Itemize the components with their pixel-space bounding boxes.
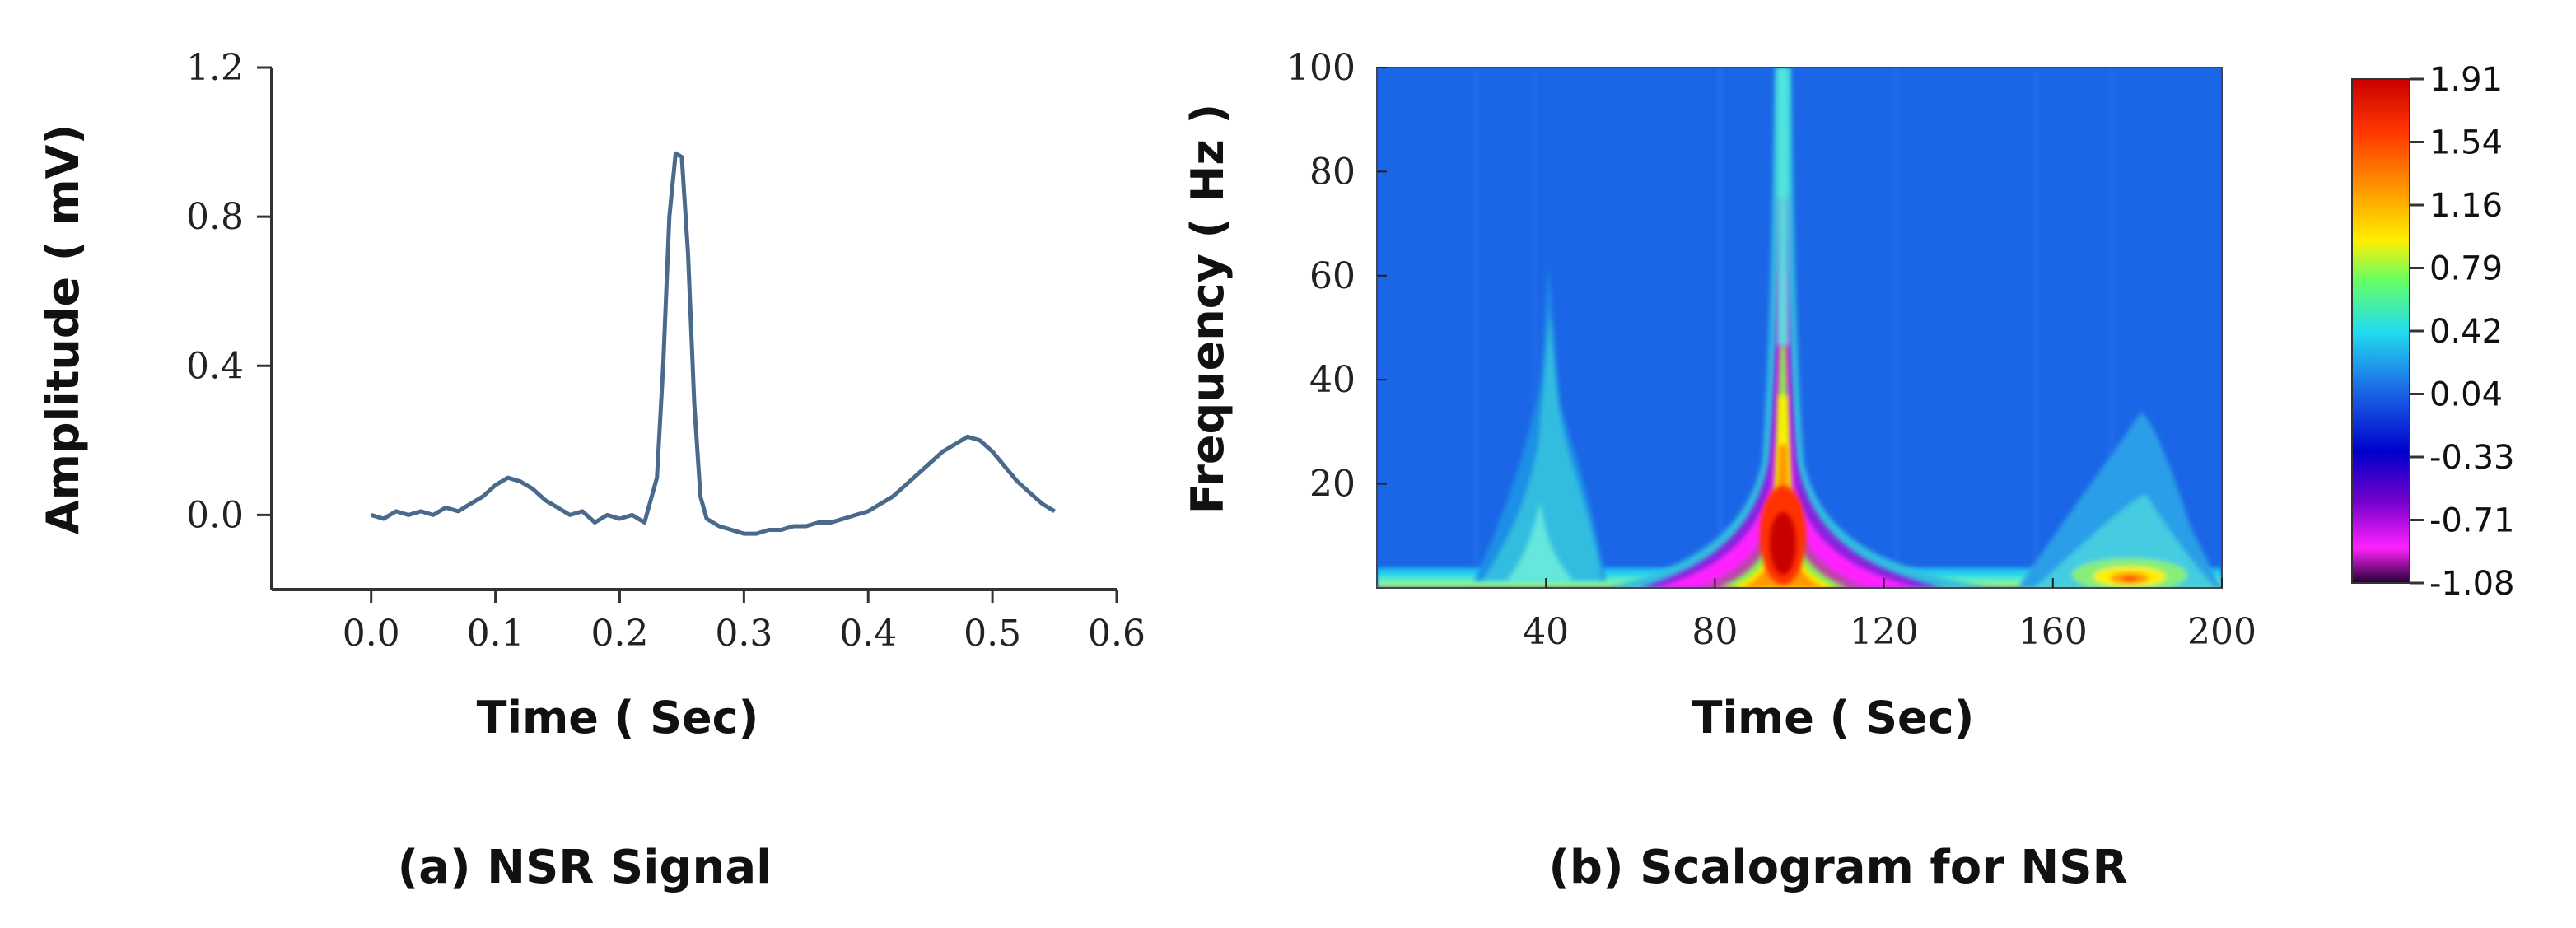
scalogram-ticks: 40 80 120 160 200 20 40 60 80 100 xyxy=(1286,47,2256,653)
scalogram-y-axis-title: Frequency ( Hz ) xyxy=(1182,104,1234,514)
scalogram-left-plume xyxy=(1474,265,1606,581)
colorbar-ticks: 1.91 1.54 1.16 0.79 0.42 0.04 -0.33 -0.71 -1.08 xyxy=(2410,61,2515,603)
nsr-x-tick-label: 0.4 xyxy=(839,613,897,655)
colorbar-tick-label: 0.79 xyxy=(2429,250,2503,288)
nsr-signal-line xyxy=(370,151,1056,536)
nsr-x-tick-label: 0.1 xyxy=(467,613,525,655)
scalogram-y-tick-label: 80 xyxy=(1309,151,1356,193)
colorbar-gradient xyxy=(2351,78,2410,584)
scalogram-x-axis-title: Time ( Sec) xyxy=(1692,692,1975,744)
colorbar-tick-label: -0.33 xyxy=(2429,439,2515,477)
nsr-axes xyxy=(270,68,1117,591)
scalogram-caption: (b) Scalogram for NSR xyxy=(1548,841,2127,894)
scalogram-x-tick-label: 80 xyxy=(1692,611,1738,653)
scalogram-y-tick-label: 20 xyxy=(1309,464,1356,506)
nsr-chart: 0.0 0.1 0.2 0.3 0.4 0.5 0.6 0.0 0.4 0.8 1.2 Time (… xyxy=(37,47,1146,894)
scalogram-x-tick-label: 160 xyxy=(2018,611,2088,653)
colorbar: 1.91 1.54 1.16 0.79 0.42 0.04 -0.33 -0.71 -1.08 xyxy=(2351,61,2515,603)
scalogram-y-tick-label: 100 xyxy=(1286,47,1356,89)
scalogram-x-tick-label: 40 xyxy=(1523,611,1569,653)
nsr-y-tick-label: 0.4 xyxy=(186,345,244,387)
colorbar-tick-label: 1.91 xyxy=(2429,61,2503,99)
colorbar-tick-label: 1.54 xyxy=(2429,124,2503,162)
colorbar-tick-label: 1.16 xyxy=(2429,187,2503,225)
scalogram-right-blob xyxy=(2018,412,2222,588)
scalogram-x-tick-label: 200 xyxy=(2187,611,2256,653)
nsr-x-tick-label: 0.0 xyxy=(343,613,400,655)
nsr-y-tick-label: 0.0 xyxy=(186,494,244,536)
colorbar-tick-label: 0.04 xyxy=(2429,376,2503,414)
nsr-x-tick-label: 0.3 xyxy=(715,613,772,655)
nsr-caption: (a) NSR Signal xyxy=(398,841,772,894)
nsr-y-tick-label: 1.2 xyxy=(186,47,244,89)
scalogram-y-tick-label: 60 xyxy=(1309,255,1356,297)
nsr-ticks: 0.0 0.1 0.2 0.3 0.4 0.5 0.6 0.0 0.4 0.8 1.2 xyxy=(186,47,1146,655)
scalogram-chart: 40 80 120 160 200 20 40 60 80 100 Time ( Sec) Fre… xyxy=(1182,47,2515,894)
scalogram-x-tick-label: 120 xyxy=(1850,611,1919,653)
colorbar-tick-label: -1.08 xyxy=(2429,565,2515,603)
nsr-x-tick-label: 0.6 xyxy=(1088,613,1146,655)
nsr-y-tick-label: 0.8 xyxy=(186,196,244,238)
nsr-x-tick-label: 0.5 xyxy=(964,613,1021,655)
nsr-x-tick-label: 0.2 xyxy=(590,613,648,655)
scalogram-y-tick-label: 40 xyxy=(1309,359,1356,401)
colorbar-tick-label: 0.42 xyxy=(2429,313,2503,351)
nsr-y-axis-title: Amplitude ( mV) xyxy=(37,124,89,534)
scalogram-plot-area xyxy=(1377,68,2222,588)
nsr-x-axis-title: Time ( Sec) xyxy=(477,692,759,744)
scalogram-frame xyxy=(1376,67,2223,589)
colorbar-tick-label: -0.71 xyxy=(2429,502,2515,540)
scalogram-central-ridge xyxy=(1606,68,1993,588)
scalogram-streaks xyxy=(1474,68,2113,578)
